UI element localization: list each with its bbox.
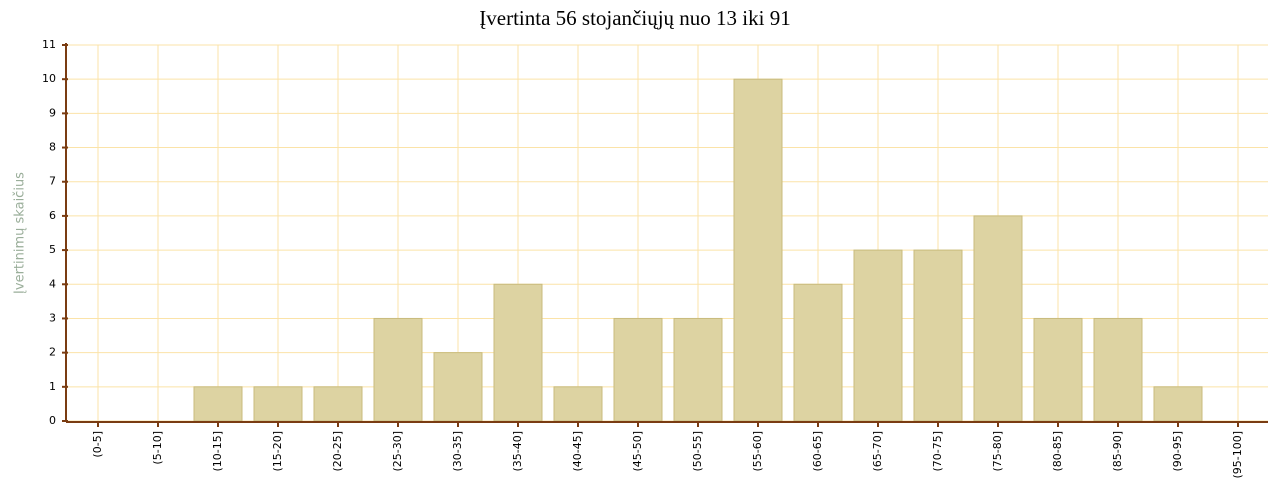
x-tick-label: (90-95] [1171, 431, 1184, 472]
y-axis-label: Įvertinimų skaičius [13, 172, 28, 294]
x-tick-label: (85-90] [1111, 431, 1124, 472]
bar [433, 352, 483, 422]
bar [913, 249, 963, 422]
y-tick-label: 1 [49, 380, 56, 393]
y-tick-label: 8 [49, 141, 56, 154]
x-tick-label: (5-10] [151, 431, 164, 465]
x-tick-label: (65-70] [871, 431, 884, 472]
bar [673, 317, 723, 422]
bar [1033, 317, 1083, 422]
x-tick-label: (10-15] [211, 431, 224, 472]
y-tick-label: 5 [49, 243, 56, 256]
x-tick-label: (50-55] [691, 431, 704, 472]
bar [853, 249, 903, 422]
x-tick-label: (30-35] [451, 431, 464, 472]
bar [973, 215, 1023, 422]
bar [193, 386, 243, 422]
x-tick-label: (0-5] [91, 431, 104, 458]
x-tick-label: (80-85] [1051, 431, 1064, 472]
x-tick-label: (95-100] [1231, 431, 1244, 479]
x-tick-label: (55-60] [751, 431, 764, 472]
bar [613, 317, 663, 422]
bar [253, 386, 303, 422]
y-tick-label: 6 [49, 209, 56, 222]
bar [733, 78, 783, 422]
y-tick-label: 0 [49, 414, 56, 427]
bar [493, 283, 543, 422]
bar [1153, 386, 1203, 422]
x-tick-label: (25-30] [391, 431, 404, 472]
x-tick-label: (20-25] [331, 431, 344, 472]
x-tick-label: (75-80] [991, 431, 1004, 472]
y-tick-label: 4 [49, 277, 56, 290]
x-tick-label: (35-40] [511, 431, 524, 472]
x-tick-label: (60-65] [811, 431, 824, 472]
bar [1093, 317, 1143, 422]
x-tick-label: (45-50] [631, 431, 644, 472]
bar [553, 386, 603, 422]
x-tick-label: (15-20] [271, 431, 284, 472]
y-tick-label: 3 [49, 311, 56, 324]
y-tick-label: 10 [42, 72, 56, 85]
y-tick-label: 2 [49, 346, 56, 359]
y-tick-label: 11 [42, 38, 56, 51]
y-tick-label: 9 [49, 106, 56, 119]
bar [313, 386, 363, 422]
y-tick-label: 7 [49, 175, 56, 188]
x-tick-label: (40-45] [571, 431, 584, 472]
bar [373, 317, 423, 422]
x-tick-label: (70-75] [931, 431, 944, 472]
chart-title: Įvertinta 56 stojančiųjų nuo 13 iki 91 [479, 6, 790, 30]
bar [793, 283, 843, 422]
